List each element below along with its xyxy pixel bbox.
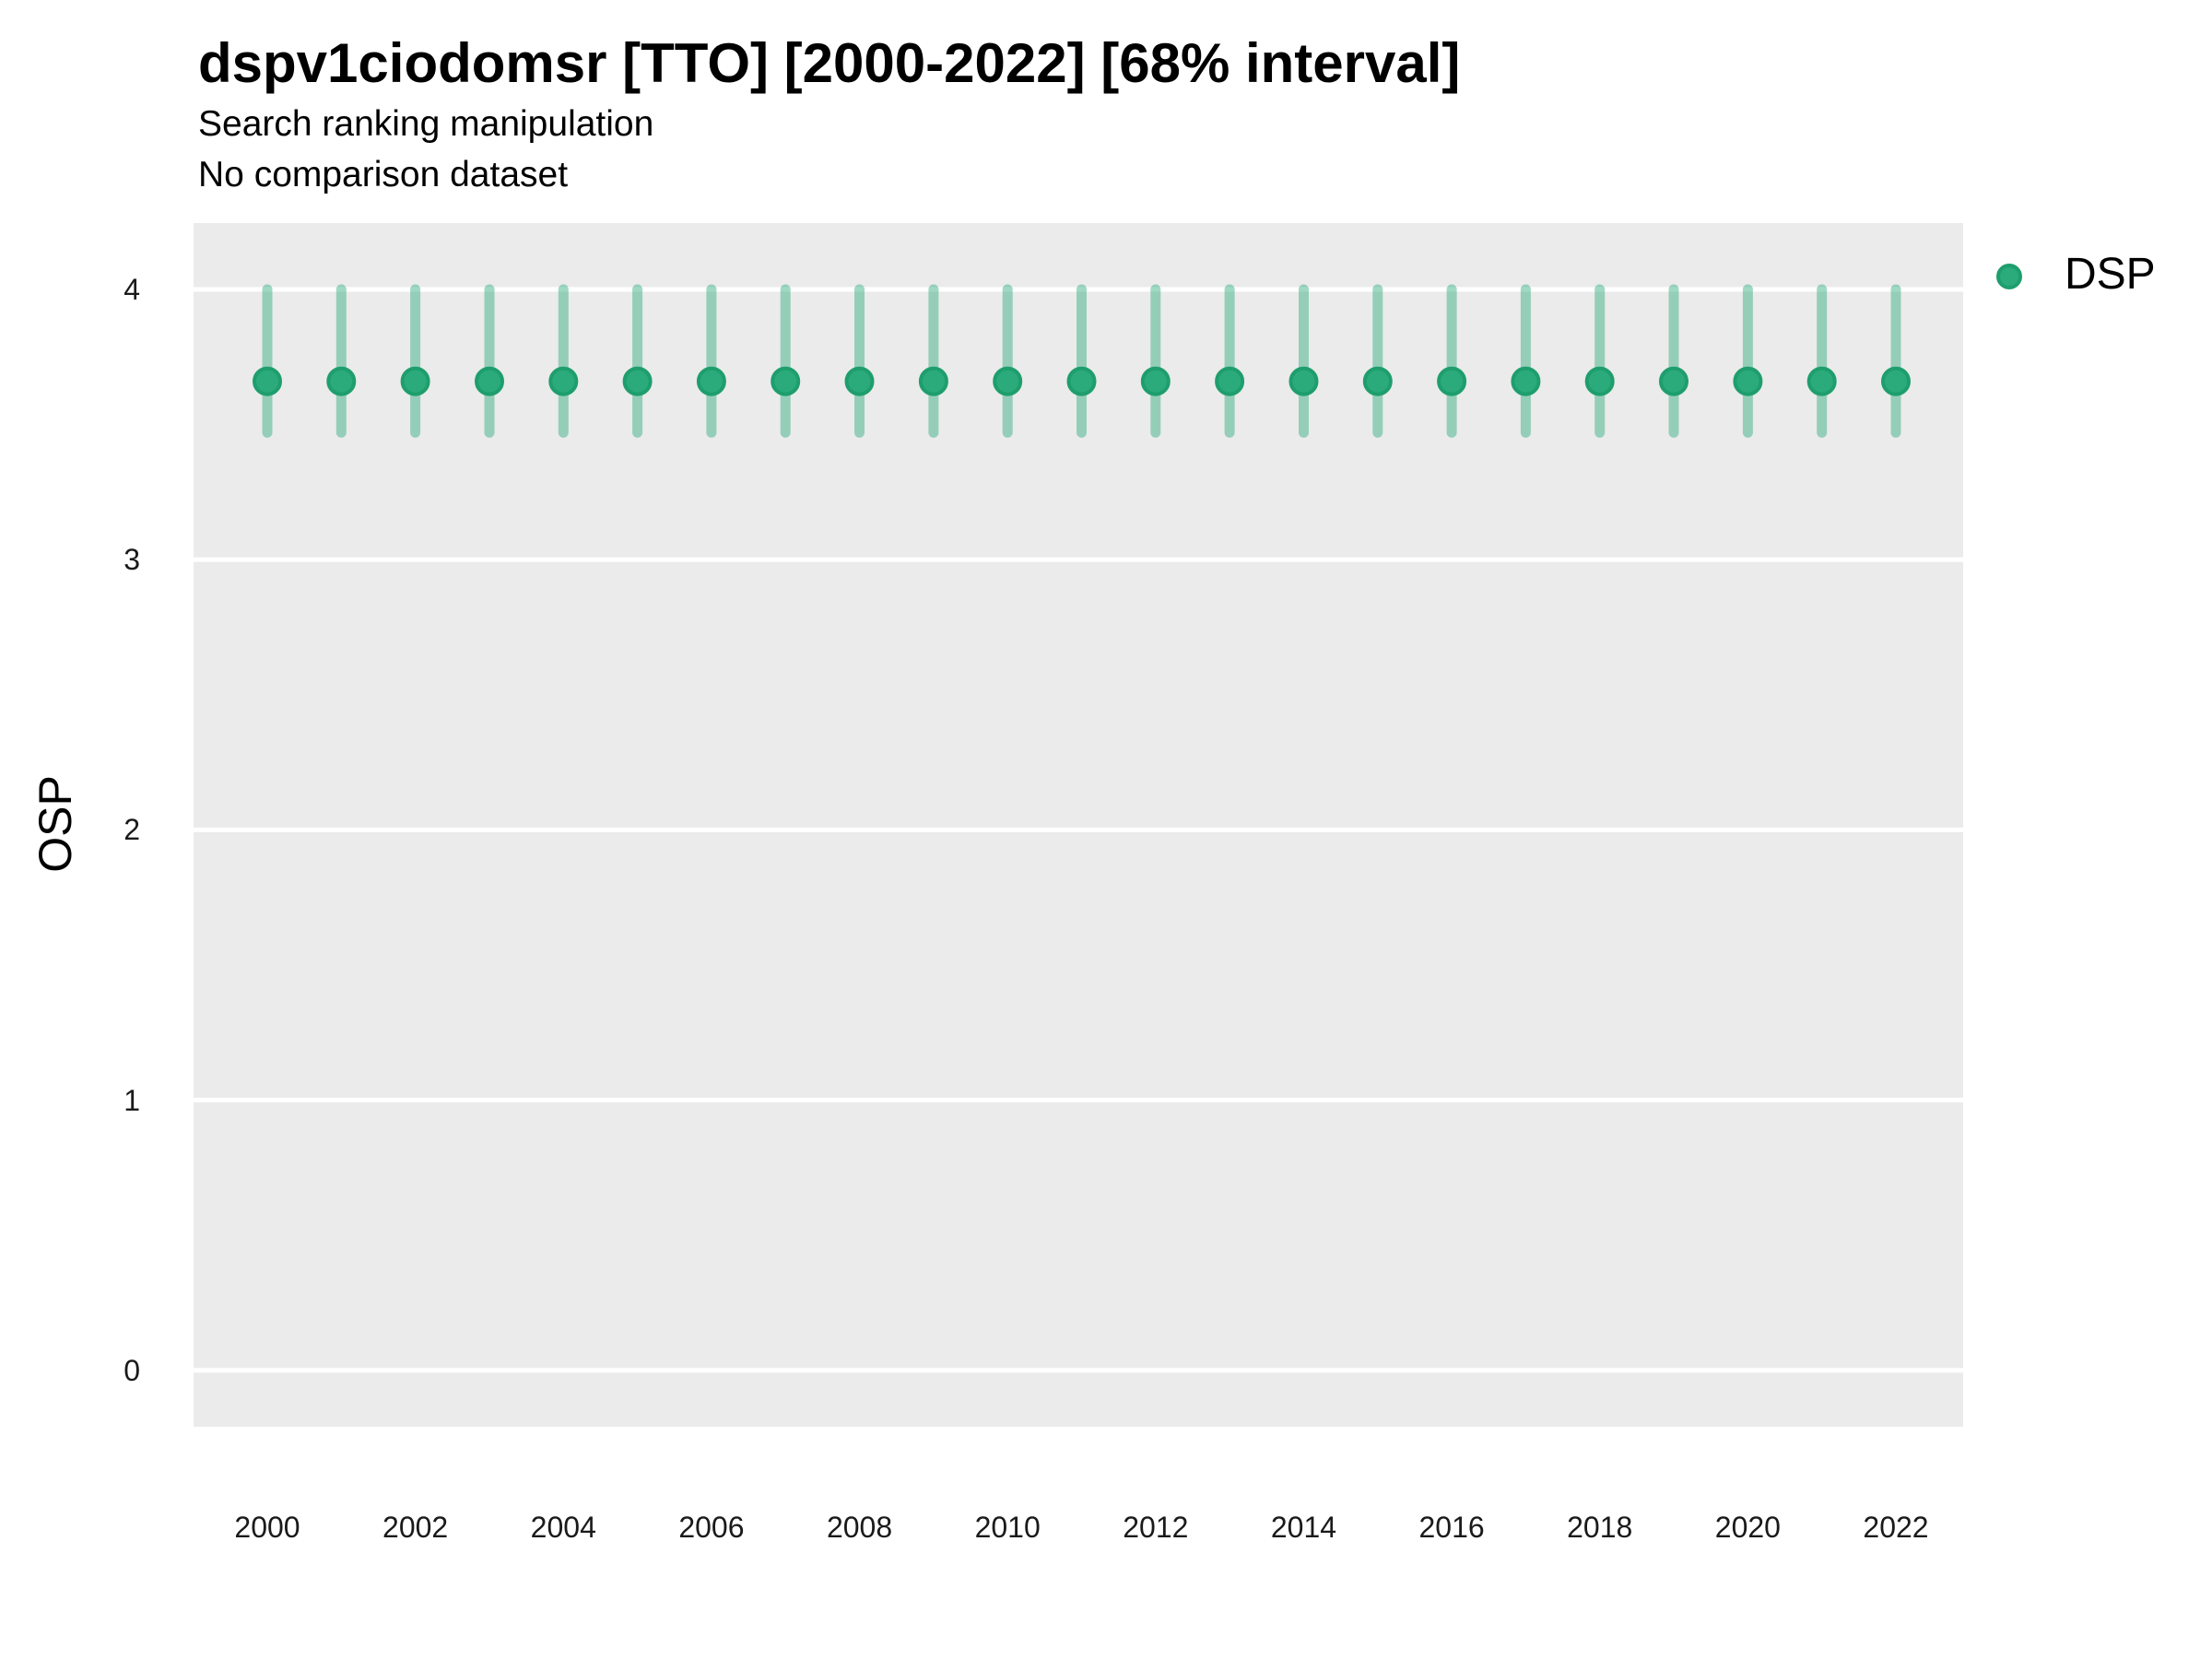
y-axis-title: OSP: [29, 775, 81, 873]
data-point-2002: [400, 366, 430, 396]
x-tick-label-2018: 2018: [1567, 1511, 1633, 1544]
plot-panel: [194, 223, 1963, 1427]
x-tick-label-2016: 2016: [1418, 1511, 1485, 1544]
x-tick-label-2014: 2014: [1270, 1511, 1337, 1544]
data-point-2020: [1733, 366, 1763, 396]
chart-subtitle-2: No comparison dataset: [198, 155, 569, 194]
x-tick-label-2002: 2002: [382, 1511, 449, 1544]
x-tick-label-2004: 2004: [530, 1511, 596, 1544]
x-tick-label-2010: 2010: [974, 1511, 1041, 1544]
data-point-2011: [1066, 366, 1097, 396]
data-point-2013: [1215, 366, 1245, 396]
chart-subtitle: Search ranking manipulation: [198, 104, 654, 144]
y-tick-label-4: 4: [124, 273, 140, 306]
data-point-2008: [844, 366, 875, 396]
legend-dsp-label: DSP: [2065, 250, 2156, 299]
data-point-2005: [622, 366, 653, 396]
y-tick-label-3: 3: [124, 543, 140, 577]
data-point-2018: [1584, 366, 1615, 396]
data-point-2021: [1806, 366, 1837, 396]
y-tick-label-0: 0: [124, 1353, 140, 1387]
data-point-2012: [1140, 366, 1171, 396]
gridline-y-3: [194, 557, 1963, 562]
x-tick-label-2008: 2008: [826, 1511, 893, 1544]
legend-dsp-swatch: [1996, 264, 2022, 289]
data-point-2017: [1511, 366, 1541, 396]
data-point-2001: [326, 366, 357, 396]
x-tick-label-2006: 2006: [678, 1511, 745, 1544]
data-point-2019: [1659, 366, 1688, 396]
data-point-2004: [548, 366, 579, 396]
gridline-y-4: [194, 287, 1963, 292]
data-point-2003: [475, 366, 504, 396]
data-point-2022: [1881, 366, 1911, 396]
x-tick-label-2012: 2012: [1123, 1511, 1189, 1544]
y-tick-label-2: 2: [124, 813, 140, 847]
data-point-2007: [771, 366, 801, 396]
plot-svg: [194, 284, 1963, 1373]
data-point-2000: [253, 366, 282, 396]
y-tick-label-1: 1: [124, 1083, 140, 1117]
data-point-2010: [993, 366, 1023, 396]
gridline-y-0: [194, 1368, 1963, 1373]
data-point-2006: [696, 366, 726, 396]
chart-title: dspv1ciodomsr [TTO] [2000-2022] [68% int…: [198, 32, 1461, 94]
x-tick-label-2020: 2020: [1714, 1511, 1781, 1544]
gridline-y-2: [194, 827, 1963, 832]
data-point-2009: [918, 366, 948, 396]
x-tick-label-2000: 2000: [234, 1511, 300, 1544]
data-point-2016: [1437, 366, 1467, 396]
x-tick-label-2022: 2022: [1863, 1511, 1929, 1544]
data-point-2014: [1288, 366, 1319, 396]
data-point-2015: [1362, 366, 1393, 396]
gridline-y-1: [194, 1098, 1963, 1103]
